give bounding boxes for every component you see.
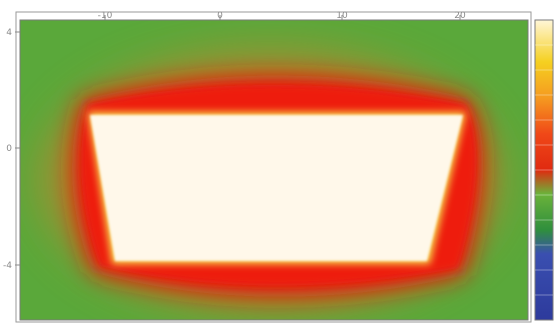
plot-border xyxy=(19,19,529,321)
y-tick-label: 0 xyxy=(6,144,12,154)
x-tick-label: 0 xyxy=(217,11,223,21)
x-axis-ticks xyxy=(104,15,461,20)
y-tick-label: 4 xyxy=(6,28,12,38)
colorbar-segment-lines xyxy=(535,44,553,296)
y-tick-label: -4 xyxy=(3,261,12,271)
y-axis-ticks xyxy=(15,31,20,266)
x-tick-label: -10 xyxy=(98,11,113,21)
colorbar-border xyxy=(534,19,554,321)
white-core xyxy=(90,115,463,261)
outer-frame xyxy=(15,11,532,323)
x-tick-label: 10 xyxy=(336,11,348,21)
colorbar-gradient xyxy=(535,20,553,320)
x-tick-label: 20 xyxy=(454,11,466,21)
plot-area xyxy=(20,20,528,320)
colorbar xyxy=(534,19,554,321)
